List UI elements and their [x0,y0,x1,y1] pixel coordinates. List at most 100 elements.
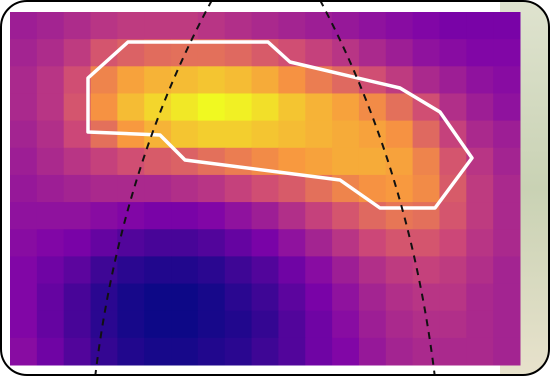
heatmap-cell [198,311,225,339]
heatmap-cell [439,229,466,257]
heatmap-cell [278,66,305,94]
heatmap-cell [225,121,252,149]
heatmap-cell [413,338,440,366]
heatmap-cell [91,338,118,366]
heatmap-cell [144,93,171,121]
heatmap-cell [413,12,440,40]
heatmap-cell [278,202,305,230]
heatmap-cell [305,148,332,176]
heatmap-cell [252,66,279,94]
heatmap-cell [305,202,332,230]
heatmap-cell [466,39,493,67]
heatmap-cell [386,311,413,339]
heatmap-cell [439,39,466,67]
heatmap-cell [359,93,386,121]
heatmap-cell [493,256,520,284]
heatmap-cell [91,93,118,121]
heatmap-cell [278,229,305,257]
heatmap-cell [171,175,198,203]
heatmap-cell [144,12,171,40]
heatmap-cell [305,121,332,149]
heatmap-cell [117,256,144,284]
heatmap-cell [198,256,225,284]
heatmap-cell [144,311,171,339]
heatmap-cell [10,338,37,366]
heatmap-cell [225,175,252,203]
heatmap-cell [117,148,144,176]
heatmap-cell [117,284,144,312]
heatmap-cell [117,311,144,339]
heatmap-cell [252,121,279,149]
heatmap-cell [64,202,91,230]
heatmap-cell [10,311,37,339]
heatmap-cell [439,256,466,284]
heatmap-cell [493,229,520,257]
heatmap-cell [278,12,305,40]
heatmap-cell [305,39,332,67]
heatmap-cell [198,121,225,149]
heatmap-cell [37,93,64,121]
heatmap-cell [466,202,493,230]
heatmap-cell [305,93,332,121]
heatmap-cell [332,338,359,366]
heatmap-cell [10,12,37,40]
heatmap-cell [332,148,359,176]
heatmap-cell [117,202,144,230]
heatmap-cell [171,284,198,312]
heatmap-cell [386,148,413,176]
heatmap-cell [439,202,466,230]
heatmap-cell [466,66,493,94]
heatmap-cell [117,12,144,40]
heatmap-cell [386,93,413,121]
heatmap-cell [252,93,279,121]
heatmap-cell [439,311,466,339]
heatmap-cell [10,148,37,176]
heatmap-cell [225,12,252,40]
heatmap-cell [359,256,386,284]
heatmap-cell [225,311,252,339]
heatmap-cell [91,175,118,203]
heatmap-cell [117,93,144,121]
heatmap-cell [386,202,413,230]
heatmap-cell [332,311,359,339]
heatmap-cell [37,175,64,203]
heatmap-cell [493,202,520,230]
heatmap-cell [91,284,118,312]
heatmap-cell [493,93,520,121]
heatmap-cell [10,175,37,203]
heatmap-cell [386,12,413,40]
heatmap-cell [198,338,225,366]
heatmap-cell [493,338,520,366]
heatmap-cell [386,39,413,67]
heatmap-cell [252,12,279,40]
heatmap-cell [466,311,493,339]
heatmap-cell [332,93,359,121]
heatmap-cell [305,311,332,339]
heatmap-cell [359,39,386,67]
heatmap-cell [198,175,225,203]
heatmap-cell [37,12,64,40]
heatmap-cell [359,202,386,230]
heatmap-cell [252,202,279,230]
heatmap-cell [10,202,37,230]
heatmap-cell [413,311,440,339]
heatmap-cell [413,39,440,67]
heatmap-cell [413,121,440,149]
heatmap-cell [252,284,279,312]
heatmap-cell [413,229,440,257]
heatmap-cell [252,229,279,257]
heatmap-cell [305,284,332,312]
heatmap-cell [144,66,171,94]
heatmap-cell [117,66,144,94]
heatmap-cell [413,66,440,94]
heatmap-cell [493,121,520,149]
heatmap-cell [64,175,91,203]
heatmap-cell [198,284,225,312]
heatmap-cell [493,311,520,339]
heatmap-cell [493,66,520,94]
heatmap-cell [117,338,144,366]
heatmap-cell [278,175,305,203]
heatmap-cell [493,284,520,312]
heatmap-cell [171,66,198,94]
heatmap-cell [37,338,64,366]
